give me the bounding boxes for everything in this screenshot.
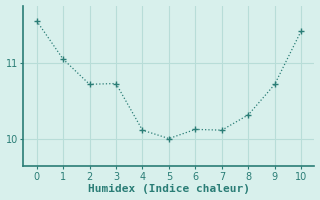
X-axis label: Humidex (Indice chaleur): Humidex (Indice chaleur)	[88, 184, 250, 194]
